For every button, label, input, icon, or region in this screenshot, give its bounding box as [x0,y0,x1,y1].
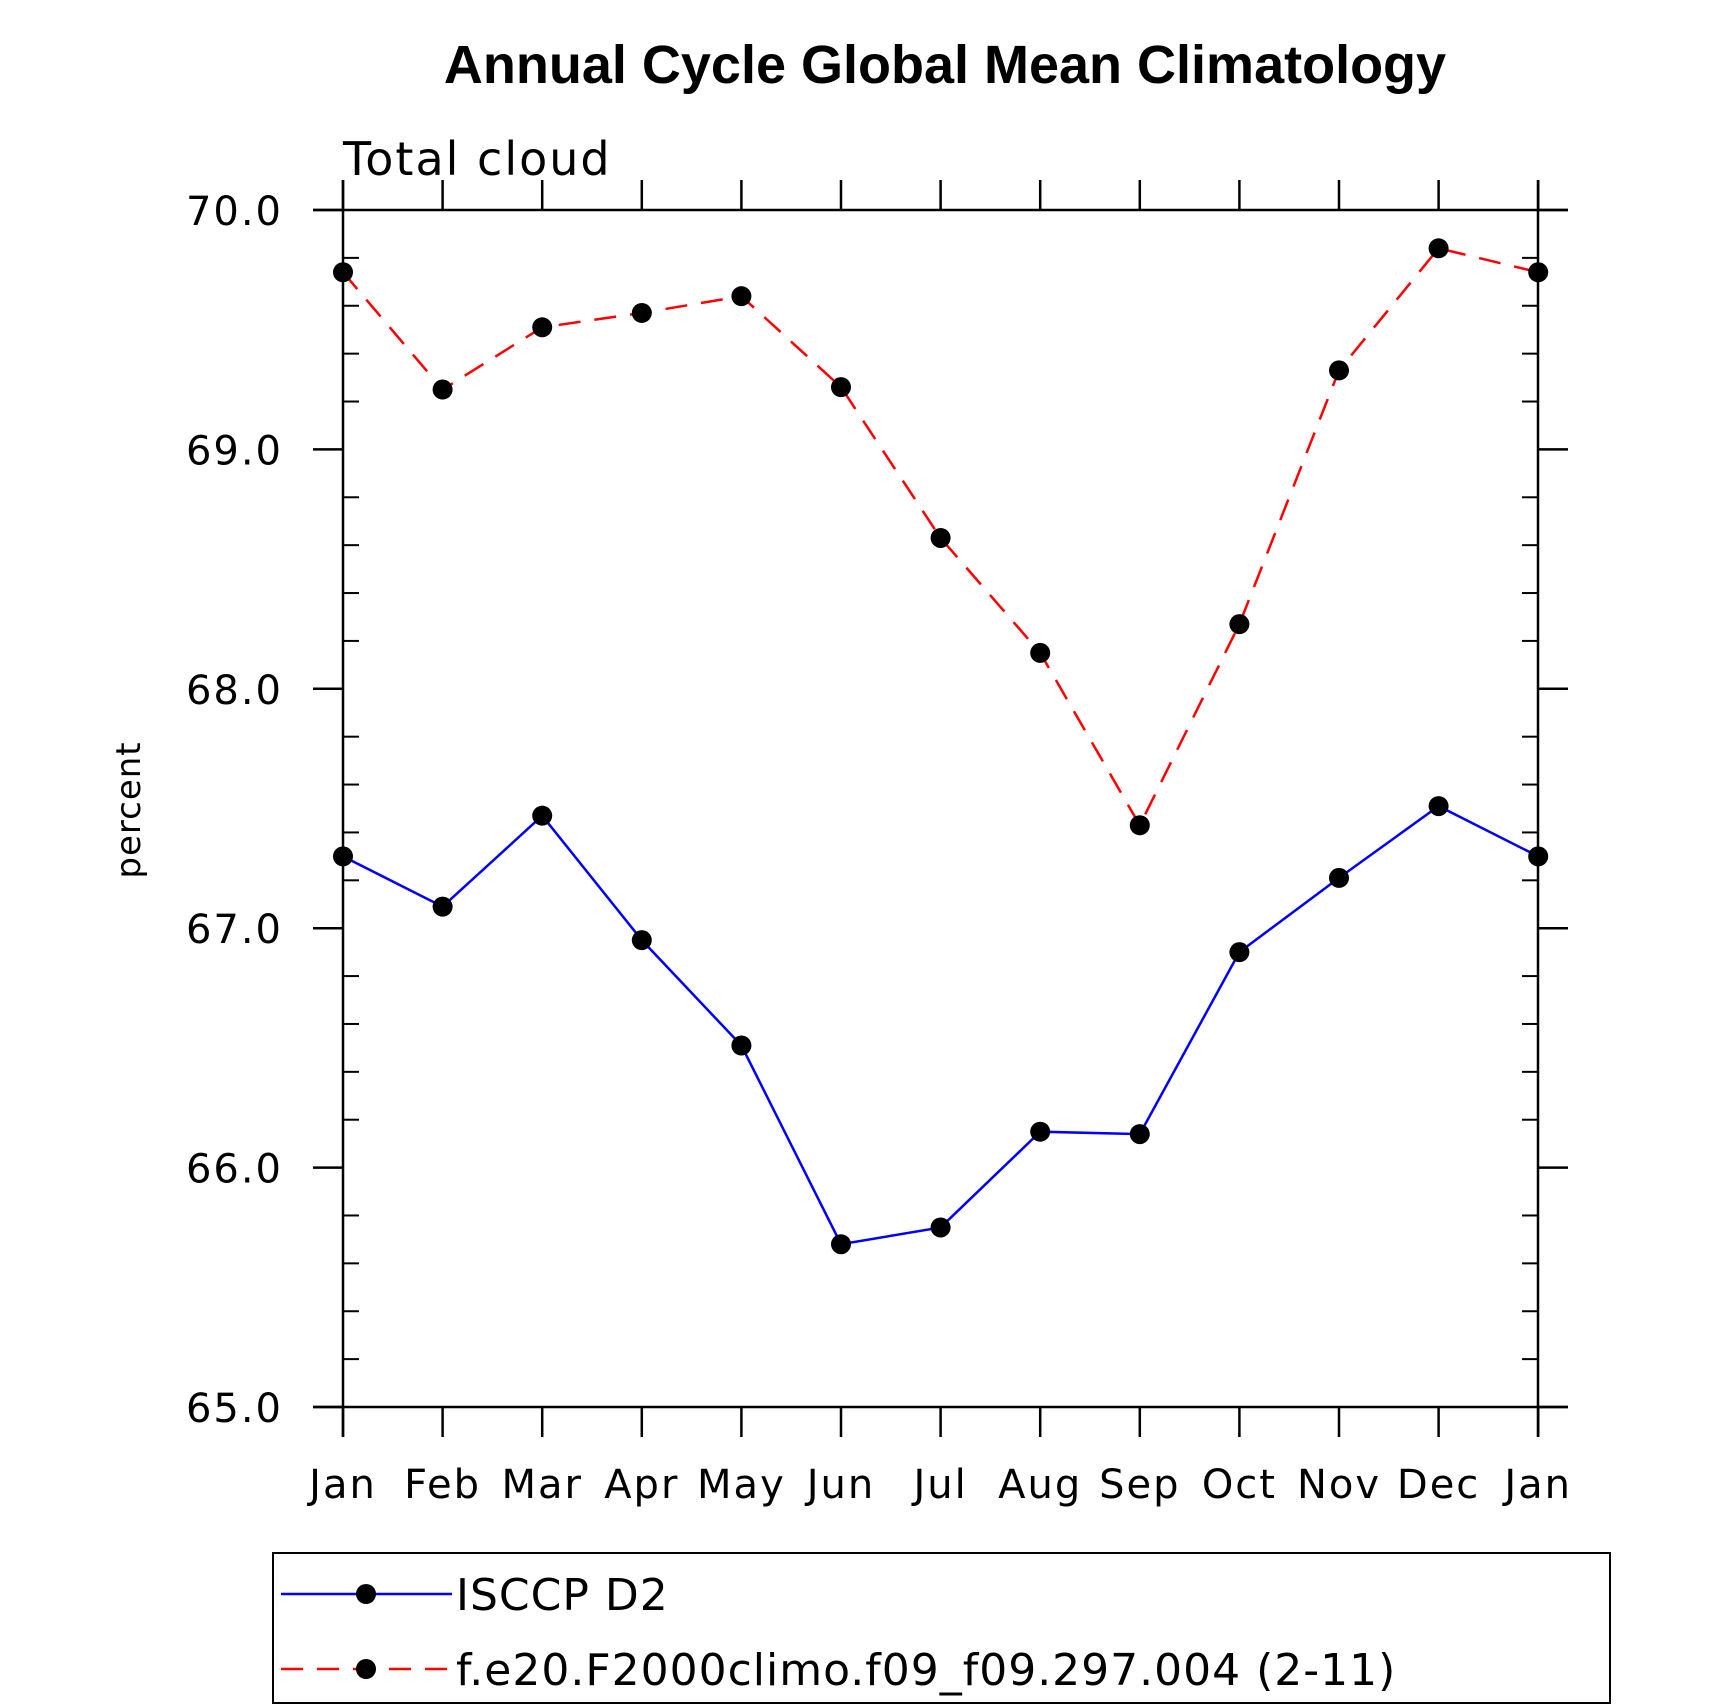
y-axis-label: percent [109,741,149,878]
x-tick-label: Oct [1202,1462,1277,1508]
series-0-point [1030,1121,1051,1142]
series-1-point [1129,815,1150,836]
series-1-point [1329,360,1349,381]
axes: Jan Feb Mar Apr May Jun Jul Aug Sep Oct Nov Dec Jan 6… [186,180,1572,1508]
legend-label-series-0: ISCCP D2 [456,1570,669,1621]
legend: ISCCP D2 f.e20.F2000climo.f09_f09.297.00… [272,1552,1611,1704]
series-0-point [1129,1124,1150,1145]
x-tick-label: Jan [1501,1462,1572,1508]
legend-box [272,1552,1611,1704]
series-1-point [831,377,851,398]
series-0-point [1428,796,1449,817]
y-tick-label: 69.0 [186,428,283,474]
series-1-point [1030,642,1051,663]
y-tick-label: 70.0 [186,189,283,235]
x-tick-label: Jun [804,1462,876,1508]
y-tick-label: 68.0 [186,668,283,714]
series-1-point [731,286,752,307]
x-tick-label: Jan [306,1462,377,1508]
series-0-point [1229,942,1250,963]
series-1-point [333,262,353,283]
series-0-point [631,930,652,951]
series-0-point [1528,846,1549,867]
y-tick-label: 65.0 [186,1386,283,1432]
series-1-point [930,527,951,548]
x-tick-label: Apr [604,1462,679,1508]
x-tick-label: Aug [998,1462,1082,1508]
y-tick-label: 66.0 [186,1147,283,1193]
chart-title: Annual Cycle Global Mean Climatology [444,35,1446,95]
legend-marker-series-1 [356,1659,376,1679]
series-1-point [631,302,652,323]
series-1-point [1428,238,1449,259]
series-1-point [532,317,553,338]
series-0-point [930,1217,951,1238]
series-1-point [1528,262,1549,283]
chart-subtitle: Total cloud [342,132,612,186]
series-1-point [432,379,453,400]
series-0-point [1329,867,1349,888]
legend-label-series-1: f.e20.F2000climo.f09_f09.297.004 (2-11) [456,1645,1396,1696]
series-0-point [831,1234,851,1255]
series-line-0 [342,804,1539,1246]
x-tick-label: Dec [1397,1462,1480,1508]
series-layer [333,238,1549,1255]
x-tick-label: Feb [404,1462,481,1508]
legend-marker-series-0 [356,1584,376,1604]
series-1-point [1229,614,1250,635]
x-tick-label: Sep [1099,1462,1180,1508]
x-tick-label: May [697,1462,786,1508]
y-tick-label: 67.0 [186,907,283,953]
series-0-point [333,846,353,867]
x-tick-label: Mar [501,1462,582,1508]
series-0-point [532,805,553,826]
x-tick-label: Nov [1297,1462,1381,1508]
series-0-point [731,1035,752,1056]
series-0-point [432,896,453,917]
x-tick-label: Jul [910,1462,967,1508]
